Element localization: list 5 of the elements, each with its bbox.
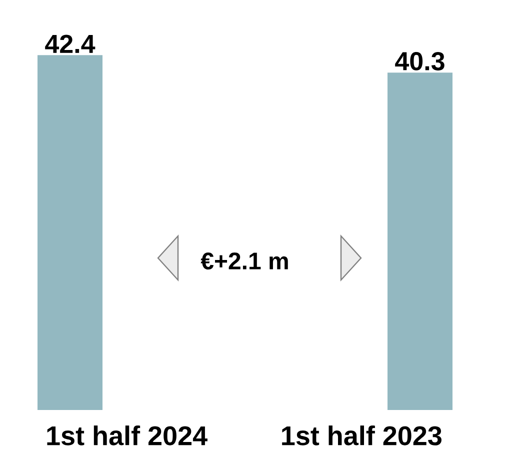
data-label: 42.4 xyxy=(45,34,96,53)
data-label: 40.3 xyxy=(395,52,444,70)
annotation: €+2.1 m xyxy=(200,252,288,270)
x-tick-label: 1st half 2024 xyxy=(47,426,208,446)
x-tick-label: 1st half 2023 xyxy=(282,426,442,446)
